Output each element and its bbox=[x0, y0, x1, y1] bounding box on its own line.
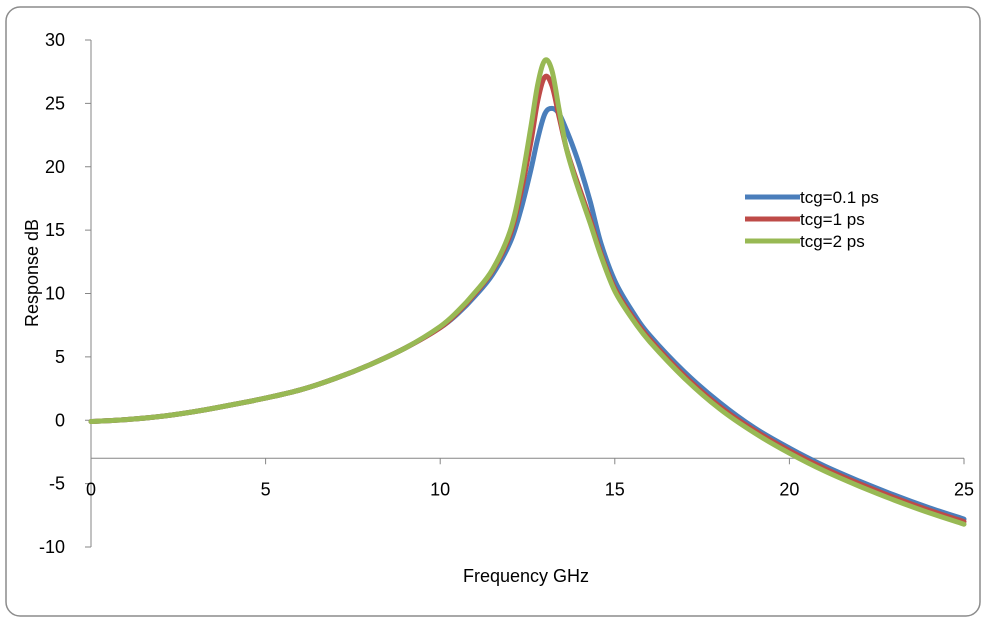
plot-area bbox=[88, 57, 967, 527]
x-tick-label: 10 bbox=[430, 479, 450, 499]
x-tick-label: 0 bbox=[86, 479, 96, 499]
legend: tcg=0.1 ps tcg=1 ps tcg=2 ps bbox=[745, 188, 879, 251]
y-tick-label: 5 bbox=[55, 347, 65, 367]
legend-label-2: tcg=1 ps bbox=[800, 210, 865, 229]
y-tick-label: 15 bbox=[45, 220, 65, 240]
x-tick-label: 15 bbox=[605, 479, 625, 499]
x-axis: 0 5 10 15 20 25 bbox=[86, 457, 974, 499]
x-tick-label: 20 bbox=[779, 479, 799, 499]
y-tick-label: 30 bbox=[45, 30, 65, 50]
chart-border bbox=[5, 6, 981, 617]
y-tick-label: 25 bbox=[45, 93, 65, 113]
y-axis: -10 -5 0 5 10 15 20 25 30 bbox=[39, 30, 92, 557]
legend-label-1: tcg=0.1 ps bbox=[800, 188, 879, 207]
series-line-3 bbox=[88, 57, 967, 527]
y-tick-label: 10 bbox=[45, 284, 65, 304]
y-tick-label: 0 bbox=[55, 410, 65, 430]
x-tick-label: 25 bbox=[954, 479, 974, 499]
y-axis-title: Response dB bbox=[22, 219, 42, 327]
y-tick-label: -5 bbox=[49, 474, 65, 494]
x-axis-title: Frequency GHz bbox=[463, 566, 589, 586]
y-tick-label: 20 bbox=[45, 157, 65, 177]
legend-label-3: tcg=2 ps bbox=[800, 232, 865, 251]
x-tick-label: 5 bbox=[261, 479, 271, 499]
y-tick-label: -10 bbox=[39, 537, 65, 557]
